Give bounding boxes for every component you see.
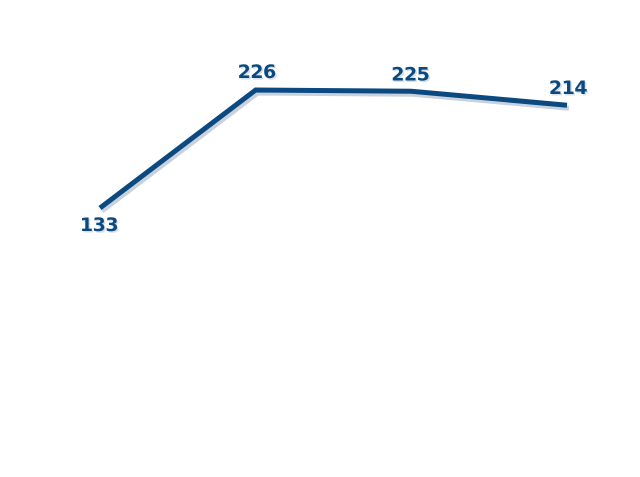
series-line xyxy=(98,87,568,210)
data-label: 226 xyxy=(238,61,276,83)
data-label: 133 xyxy=(80,214,118,236)
data-label: 214 xyxy=(549,77,587,99)
series-line-layer xyxy=(98,87,568,210)
data-label-shadow: 214 xyxy=(550,79,588,101)
line-shadow-layer xyxy=(100,90,570,213)
data-label-shadow: 133 xyxy=(81,216,119,238)
data-label-shadow: 225 xyxy=(393,65,431,87)
series-line-shadow xyxy=(100,90,570,213)
data-label: 225 xyxy=(391,63,429,85)
data-label-shadow: 226 xyxy=(239,63,277,85)
